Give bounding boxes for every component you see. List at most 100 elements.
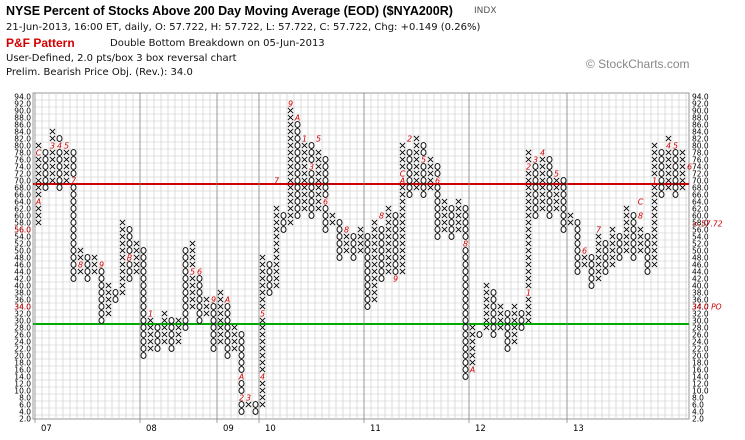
pf-x-mark	[413, 135, 420, 142]
pf-x-mark	[371, 219, 378, 226]
pf-x-mark	[539, 163, 546, 170]
y-tick-label-left: 38.0	[14, 289, 31, 298]
month-marker: 7	[71, 177, 77, 186]
pf-o-mark	[406, 184, 413, 191]
pf-x-mark	[315, 184, 322, 191]
pf-x-mark	[665, 184, 672, 191]
y-tick-label-right: 2.0	[692, 415, 704, 424]
pf-x-mark	[315, 205, 322, 212]
pf-x-mark	[301, 170, 308, 177]
pf-x-mark	[259, 338, 266, 345]
pf-x-mark	[637, 226, 644, 233]
pf-x-mark	[259, 261, 266, 268]
pf-x-mark	[49, 177, 56, 184]
pf-x-mark	[623, 212, 630, 219]
pf-x-mark	[273, 240, 280, 247]
pf-o-mark	[224, 324, 231, 331]
pf-o-mark	[210, 331, 217, 338]
pf-o-mark	[294, 198, 301, 205]
pf-x-mark	[315, 198, 322, 205]
pf-o-mark	[546, 198, 553, 205]
month-marker: 7	[274, 177, 280, 186]
pf-x-mark	[315, 163, 322, 170]
pf-o-mark	[546, 156, 553, 163]
pf-x-mark	[91, 254, 98, 261]
y-tick-label-right: 86.0	[692, 121, 709, 130]
highlight-tick-left: 56.0	[14, 226, 31, 235]
pf-x-mark	[217, 303, 224, 310]
pf-x-mark	[637, 247, 644, 254]
pf-o-mark	[308, 177, 315, 184]
y-tick-label-right: 20.0	[692, 352, 709, 361]
pf-o-mark	[126, 275, 133, 282]
pf-o-mark	[70, 191, 77, 198]
pf-x-mark	[189, 247, 196, 254]
pf-x-mark	[525, 303, 532, 310]
pf-o-mark	[140, 254, 147, 261]
pf-x-mark	[287, 128, 294, 135]
pf-o-mark	[182, 303, 189, 310]
pf-x-mark	[539, 177, 546, 184]
month-marker: 8	[379, 212, 384, 221]
pf-x-mark	[357, 226, 364, 233]
pf-x-mark	[441, 205, 448, 212]
pf-x-mark	[525, 275, 532, 282]
pf-o-mark	[182, 289, 189, 296]
pf-x-mark	[427, 170, 434, 177]
y-tick-label-right: 52.0	[692, 240, 709, 249]
pf-x-mark	[609, 247, 616, 254]
pf-o-mark	[518, 324, 525, 331]
pf-x-mark	[63, 177, 70, 184]
month-marker: 6	[435, 177, 440, 186]
pf-o-mark	[238, 380, 245, 387]
pf-o-mark	[588, 261, 595, 268]
pf-o-mark	[462, 366, 469, 373]
pf-x-mark	[595, 240, 602, 247]
y-tick-label-right: 90.0	[692, 107, 709, 116]
pf-x-mark	[301, 177, 308, 184]
month-marker: 3	[246, 394, 251, 403]
pf-o-mark	[462, 296, 469, 303]
pf-x-mark	[665, 170, 672, 177]
pf-x-mark	[189, 254, 196, 261]
pf-o-mark	[602, 240, 609, 247]
pf-o-mark	[364, 268, 371, 275]
y-tick-label-left: 40.0	[14, 282, 31, 291]
pf-x-mark	[49, 156, 56, 163]
pf-x-mark	[119, 226, 126, 233]
pf-o-mark	[574, 261, 581, 268]
month-marker: 9	[99, 261, 104, 270]
y-tick-label-right: 14.0	[692, 373, 709, 382]
pf-o-mark	[224, 331, 231, 338]
pf-x-mark	[287, 156, 294, 163]
pf-x-mark	[469, 345, 476, 352]
pf-x-mark	[77, 268, 84, 275]
pf-x-mark	[133, 254, 140, 261]
pf-o-mark	[518, 317, 525, 324]
pf-o-mark	[378, 233, 385, 240]
pf-x-mark	[595, 261, 602, 268]
pf-x-mark	[511, 338, 518, 345]
pf-x-mark	[609, 254, 616, 261]
pf-o-mark	[504, 345, 511, 352]
pf-o-mark	[154, 331, 161, 338]
pf-o-mark	[406, 149, 413, 156]
pf-o-mark	[294, 205, 301, 212]
symbol-tag: INDX	[474, 6, 497, 16]
pf-o-mark	[238, 366, 245, 373]
pf-o-mark	[490, 310, 497, 317]
pf-o-mark	[364, 296, 371, 303]
month-marker: 4	[57, 142, 62, 151]
y-tick-label-left: 36.0	[14, 296, 31, 305]
pf-x-mark	[273, 254, 280, 261]
y-tick-label-right: 50.0	[692, 247, 709, 256]
pf-x-mark	[287, 107, 294, 114]
y-tick-label-right: 60.0	[692, 212, 709, 221]
pf-x-mark	[399, 240, 406, 247]
pf-o-mark	[196, 289, 203, 296]
pf-o-mark	[392, 247, 399, 254]
pf-x-mark	[679, 156, 686, 163]
pf-o-mark	[308, 170, 315, 177]
pf-x-mark	[217, 310, 224, 317]
pf-o-mark	[644, 254, 651, 261]
